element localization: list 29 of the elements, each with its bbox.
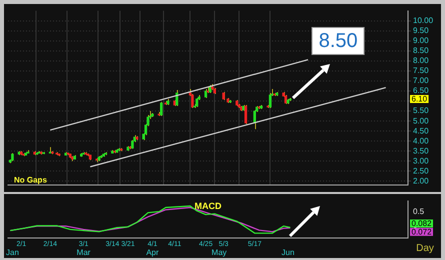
candlestick (204, 88, 208, 98)
y-tick-label: 4.00 (413, 136, 430, 146)
annotation: No Gaps (14, 175, 48, 184)
y-tick-label: 2.50 (413, 166, 430, 176)
y-tick-label: 0.5 (413, 207, 425, 216)
y-tick-label: 8.00 (413, 56, 430, 66)
y-tick-label: 5.00 (413, 116, 430, 126)
candlestick (191, 93, 194, 109)
y-tick-label: 10.00 (413, 16, 434, 26)
text: 6.10 (412, 94, 428, 104)
y-tick-label: 4.50 (413, 126, 430, 136)
x2-tick-label: Jun (282, 248, 294, 258)
annotation: 8.50 (312, 27, 365, 55)
y-tick-label: 3.50 (413, 146, 430, 156)
y-tick-label: 9.00 (413, 36, 430, 46)
x2-tick-label: Apr (146, 248, 160, 258)
y-tick-label: 2.00 (413, 176, 430, 186)
x2-tick-label: Jan (6, 248, 19, 258)
y-tick-label: 3.00 (413, 156, 430, 166)
y-tick-label: 9.50 (413, 26, 430, 36)
x2-tick-label: May (212, 248, 227, 258)
y-tick-label: 5.50 (413, 106, 430, 116)
chart-title: MACD (194, 200, 222, 211)
y-tick-label: 6.50 (413, 86, 430, 96)
y-tick-label: 7.00 (413, 76, 430, 86)
y-tick-label: 7.50 (413, 66, 430, 76)
x2-tick-label: Mar (76, 248, 91, 258)
text: Day (416, 242, 434, 254)
y-tick-label: 8.50 (413, 46, 430, 56)
